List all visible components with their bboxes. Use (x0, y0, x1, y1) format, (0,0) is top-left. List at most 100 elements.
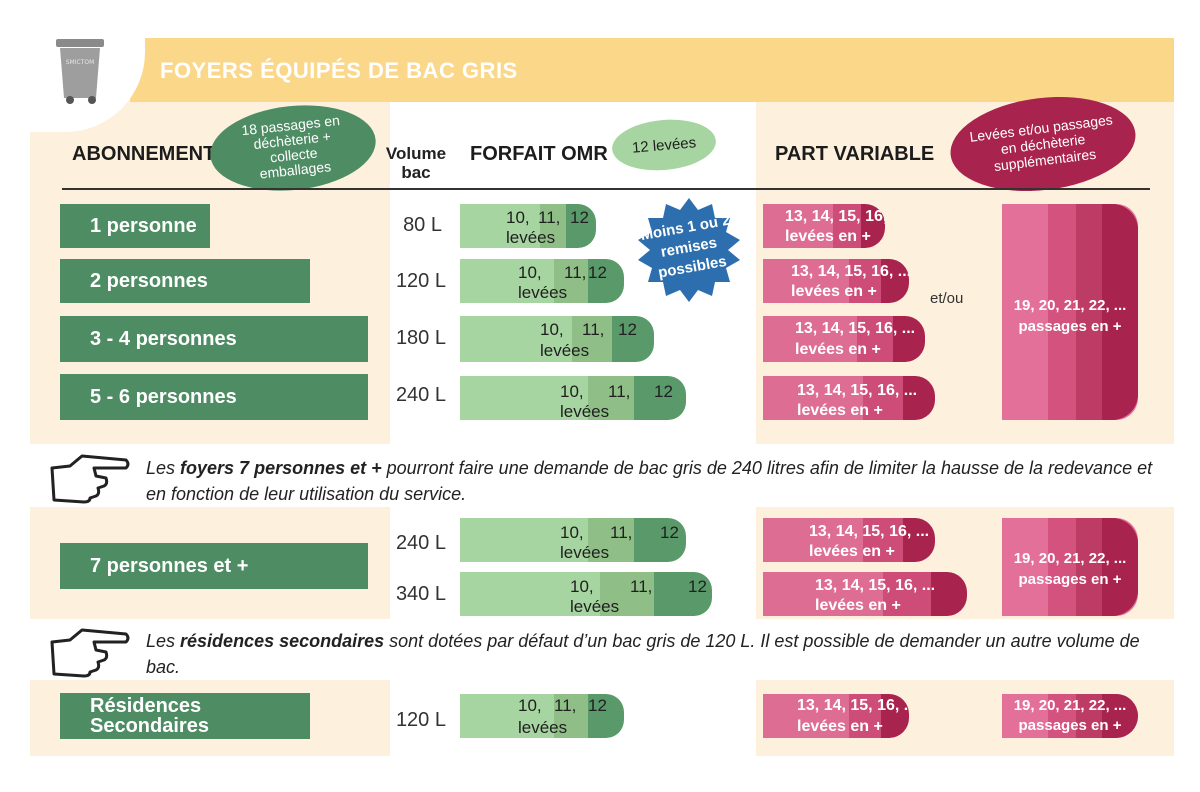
pv-unit: levées en + (785, 228, 871, 245)
omr-12: 12 (570, 208, 589, 227)
forfait-header: FORFAIT OMR (470, 143, 608, 165)
pv-bar-4: 13, 14, 15, 16, ... levées en + (763, 376, 935, 420)
volume-180: 180 L (395, 327, 446, 349)
note2-pre: Les (146, 631, 181, 651)
omr-11: 11, (630, 577, 653, 596)
row-label-5-6-personnes: 5 - 6 personnes (60, 374, 368, 420)
omr-10: 10, (560, 523, 584, 542)
passages-block-main: 19, 20, 21, 22, ... passages en + (1002, 204, 1138, 420)
omr-bar-120: 10, 11, 12 levées (460, 259, 624, 303)
pv-unit: levées en + (795, 341, 881, 358)
pv-bar-3: 13, 14, 15, 16, ... levées en + (763, 316, 925, 362)
passages-unit: passages en + (1018, 717, 1122, 734)
pv-bar-7-a: 13, 14, 15, 16, ... levées en + (763, 518, 935, 562)
row-label-1-personne: 1 personne (60, 204, 210, 248)
volume-240: 240 L (395, 384, 446, 406)
omr-bar-180: 10, 11, 12 levées (460, 316, 654, 362)
row-label-2-personnes: 2 personnes (60, 259, 310, 303)
omr-12: 12 (688, 577, 707, 596)
omr-12: 12 (588, 696, 607, 715)
bin-logo-text: SMICTOM (66, 59, 95, 66)
omr-bar-7-240: 10, 11, 12 levées (460, 518, 686, 562)
passages-numbers: 19, 20, 21, 22, ... (1013, 550, 1127, 567)
note-7-personnes: Les foyers 7 personnes et + pourront fai… (146, 455, 1156, 507)
volume-240-b: 240 L (395, 532, 446, 554)
pv-numbers: 13, 14, 15, 16, ... (809, 523, 930, 540)
note1-pre: Les (146, 458, 181, 478)
omr-10: 10, (518, 696, 542, 715)
title-bar (130, 38, 1174, 102)
omr-10: 10, (570, 577, 594, 596)
omr-unit: levées (560, 402, 610, 420)
note2-bold: résidences secondaires (180, 631, 385, 651)
pointing-hand-icon (50, 628, 130, 678)
omr-11: 11, (564, 263, 587, 282)
passages-numbers: 19, 20, 21, 22, ... (1013, 697, 1127, 714)
omr-10: 10, (518, 263, 542, 282)
omr-12: 12 (654, 382, 673, 401)
omr-bar-7-340: 10, 11, 12 levées (460, 572, 712, 616)
volume-120-rs: 120 L (395, 709, 446, 731)
passages-numbers: 19, 20, 21, 22, ... (1013, 297, 1127, 314)
volume-120: 120 L (395, 270, 446, 292)
remise-starburst-icon (638, 198, 740, 302)
pv-numbers: 13, 14, 15, 16, ... (785, 208, 885, 225)
omr-12: 12 (588, 263, 607, 282)
passages-block-7: 19, 20, 21, 22, ... passages en + (1002, 518, 1138, 616)
pv-numbers: 13, 14, 15, 16, ... (797, 697, 909, 714)
pv-unit: levées en + (815, 597, 901, 614)
abonnement-badge-text: 18 passages en déchèterie + collecte emb… (240, 112, 341, 182)
volume-340: 340 L (395, 583, 446, 605)
omr-10: 10, (506, 208, 530, 227)
omr-11: 11, (610, 523, 633, 542)
et-ou-label: et/ou (930, 290, 964, 307)
rs-label-line2: Secondaires (90, 715, 209, 737)
passages-unit: passages en + (1018, 571, 1122, 588)
volume-header: Volume bac (385, 144, 447, 182)
page-title: FOYERS ÉQUIPÉS DE BAC GRIS (160, 58, 518, 83)
part-variable-badge-text: Levées et/ou passages en déchèterie supp… (968, 111, 1114, 175)
omr-bar-rs: 10, 11, 12 levées (460, 694, 624, 738)
pv-unit: levées en + (797, 718, 883, 735)
volume-80: 80 L (403, 214, 442, 236)
pv-unit: levées en + (797, 402, 883, 419)
rs-label-line1: Résidences (90, 695, 202, 717)
row-label-3-4-personnes: 3 - 4 personnes (60, 316, 368, 362)
pointing-hand-icon (50, 454, 130, 504)
omr-11: 11, (582, 320, 605, 339)
omr-10: 10, (560, 382, 584, 401)
grey-bin-icon: SMICTOM (56, 39, 104, 104)
row-label-7-personnes: 7 personnes et + (60, 543, 368, 589)
omr-unit: levées (560, 543, 610, 562)
note-residences-secondaires: Les résidences secondaires sont dotées p… (146, 628, 1146, 680)
passages-block-rs: 19, 20, 21, 22, ... passages en + (1002, 694, 1138, 738)
omr-bar-240: 10, 11, 12 levées (460, 376, 686, 420)
row-label-residences: Résidences Secondaires (60, 693, 310, 739)
omr-11: 11, (538, 208, 561, 227)
header-rule (62, 188, 1150, 190)
omr-11: 11, (608, 382, 631, 401)
omr-unit: levées (540, 341, 590, 360)
pv-numbers: 13, 14, 15, 16, ... (797, 382, 918, 399)
pv-bar-1: 13, 14, 15, 16, ... levées en + (763, 204, 885, 248)
note1-post: pourront faire une demande de bac gris d… (146, 458, 1153, 504)
pv-bar-7-b: 13, 14, 15, 16, ... levées en + (763, 572, 967, 616)
pv-unit: levées en + (809, 543, 895, 560)
abonnement-header: ABONNEMENT (72, 143, 216, 165)
pv-unit: levées en + (791, 283, 877, 300)
part-variable-header: PART VARIABLE (775, 143, 935, 165)
omr-unit: levées (570, 597, 620, 616)
omr-bar-80: 10, 11, 12 levées (460, 204, 596, 248)
forfait-badge: 12 levées (610, 115, 718, 175)
omr-unit: levées (518, 718, 568, 737)
omr-unit: levées (518, 283, 568, 302)
pv-bar-rs: 13, 14, 15, 16, ... levées en + (763, 694, 909, 738)
omr-12: 12 (660, 523, 679, 542)
note1-bold: foyers 7 personnes et + (180, 458, 382, 478)
pv-numbers: 13, 14, 15, 16, ... (795, 320, 916, 337)
pv-numbers: 13, 14, 15, 16, ... (815, 577, 936, 594)
passages-unit: passages en + (1018, 318, 1122, 335)
note2-post: sont dotées par défaut d’un bac gris de … (146, 631, 1140, 677)
omr-12: 12 (618, 320, 637, 339)
pv-numbers: 13, 14, 15, 16, ... (791, 263, 909, 280)
